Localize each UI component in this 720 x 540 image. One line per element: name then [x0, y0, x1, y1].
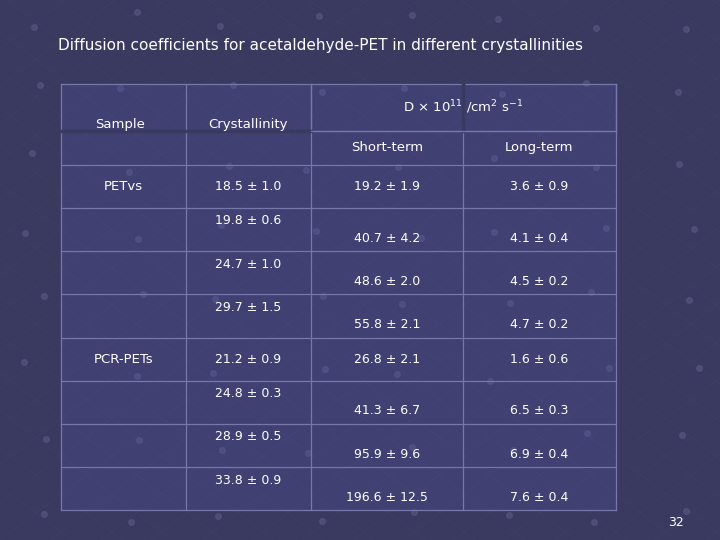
Text: 95.9 ± 9.6: 95.9 ± 9.6	[354, 448, 420, 461]
Text: Diffusion coefficients for acetaldehyde-PET in different crystallinities: Diffusion coefficients for acetaldehyde-…	[58, 38, 582, 53]
Bar	[186, 424, 311, 467]
Text: Long-term: Long-term	[505, 141, 574, 154]
Bar	[311, 294, 463, 338]
Text: 4.5 ± 0.2: 4.5 ± 0.2	[510, 275, 569, 288]
Bar	[463, 84, 616, 131]
Bar	[462, 84, 464, 131]
Bar	[186, 208, 311, 251]
Text: 6.5 ± 0.3: 6.5 ± 0.3	[510, 404, 569, 417]
Bar	[463, 251, 616, 294]
Bar	[186, 84, 311, 131]
Bar	[311, 208, 463, 251]
Bar	[311, 424, 463, 467]
Bar	[311, 381, 463, 424]
Text: PETvs: PETvs	[104, 180, 143, 193]
Bar	[463, 424, 616, 467]
Bar	[463, 381, 616, 424]
Bar	[186, 467, 311, 510]
Text: Crystallinity: Crystallinity	[209, 118, 288, 131]
Bar	[186, 338, 311, 381]
Bar	[186, 165, 311, 208]
Bar	[311, 84, 463, 131]
Bar	[61, 131, 186, 165]
Bar	[311, 251, 463, 294]
Bar	[186, 131, 311, 165]
Text: 196.6 ± 12.5: 196.6 ± 12.5	[346, 491, 428, 504]
Text: 6.9 ± 0.4: 6.9 ± 0.4	[510, 448, 569, 461]
Text: Short-term: Short-term	[351, 141, 423, 154]
Text: 26.8 ± 2.1: 26.8 ± 2.1	[354, 353, 420, 366]
Bar	[61, 84, 186, 131]
Bar	[61, 338, 186, 381]
Bar	[311, 165, 463, 208]
Bar	[463, 338, 616, 381]
Text: 21.2 ± 0.9: 21.2 ± 0.9	[215, 353, 282, 366]
Text: 18.5 ± 1.0: 18.5 ± 1.0	[215, 180, 282, 193]
Text: 41.3 ± 6.7: 41.3 ± 6.7	[354, 404, 420, 417]
Bar	[186, 381, 311, 424]
Bar	[311, 131, 463, 165]
Bar	[61, 208, 186, 251]
Text: Sample: Sample	[95, 118, 145, 131]
Text: 29.7 ± 1.5: 29.7 ± 1.5	[215, 301, 282, 314]
Text: 1.6 ± 0.6: 1.6 ± 0.6	[510, 353, 569, 366]
Bar	[463, 208, 616, 251]
Bar	[61, 381, 186, 424]
Text: 24.8 ± 0.3: 24.8 ± 0.3	[215, 387, 282, 400]
Bar	[61, 294, 186, 338]
Text: 4.7 ± 0.2: 4.7 ± 0.2	[510, 318, 569, 331]
Bar	[463, 131, 616, 165]
Text: 4.1 ± 0.4: 4.1 ± 0.4	[510, 232, 569, 245]
Text: 7.6 ± 0.4: 7.6 ± 0.4	[510, 491, 569, 504]
Text: 55.8 ± 2.1: 55.8 ± 2.1	[354, 318, 420, 331]
Bar	[463, 294, 616, 338]
Bar	[61, 467, 186, 510]
Bar	[311, 467, 463, 510]
Bar	[311, 338, 463, 381]
Text: 40.7 ± 4.2: 40.7 ± 4.2	[354, 232, 420, 245]
Text: 33.8 ± 0.9: 33.8 ± 0.9	[215, 474, 282, 487]
Text: 19.2 ± 1.9: 19.2 ± 1.9	[354, 180, 420, 193]
Bar	[61, 251, 186, 294]
Bar	[186, 251, 311, 294]
Text: D $\times$ 10$^{11}$ /cm$^{2}$ s$^{-1}$: D $\times$ 10$^{11}$ /cm$^{2}$ s$^{-1}$	[403, 98, 523, 116]
Text: 19.8 ± 0.6: 19.8 ± 0.6	[215, 214, 282, 227]
Text: PCR-PETs: PCR-PETs	[94, 353, 153, 366]
Bar	[61, 165, 186, 208]
Text: 28.9 ± 0.5: 28.9 ± 0.5	[215, 430, 282, 443]
Text: 3.6 ± 0.9: 3.6 ± 0.9	[510, 180, 569, 193]
Bar	[61, 424, 186, 467]
Text: 32: 32	[668, 516, 684, 529]
Text: 48.6 ± 2.0: 48.6 ± 2.0	[354, 275, 420, 288]
Bar	[186, 294, 311, 338]
Bar	[463, 467, 616, 510]
Bar	[463, 165, 616, 208]
Text: 24.7 ± 1.0: 24.7 ± 1.0	[215, 258, 282, 271]
